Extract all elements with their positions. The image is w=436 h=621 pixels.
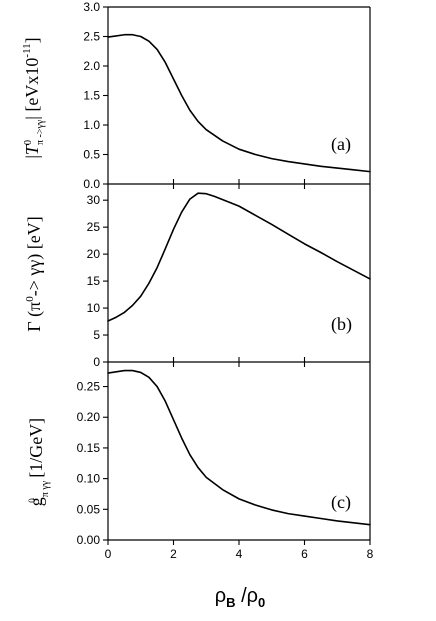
y-tick-label-b-2: 10 bbox=[87, 301, 101, 315]
y-tick-label-a-2: 1.0 bbox=[83, 118, 100, 132]
y-title-a-superscript: 0 bbox=[23, 140, 34, 145]
y-title-c-symbol: g bbox=[26, 497, 46, 506]
x-title-slash: / bbox=[236, 585, 248, 607]
x-tick-label-2: 4 bbox=[236, 547, 243, 561]
y-tick-label-b-5: 25 bbox=[87, 220, 101, 234]
x-tick-label-3: 6 bbox=[301, 547, 308, 561]
y-title-b-superscript: 0 bbox=[24, 296, 36, 302]
y-tick-label-a-3: 1.5 bbox=[83, 89, 100, 103]
y-title-c-superscript: 0 bbox=[27, 498, 37, 503]
x-title-sub1: B bbox=[226, 595, 235, 610]
y-tick-label-c-5: 0.25 bbox=[77, 380, 101, 394]
y-axis-title-b: Γ (π0-> γγ) [eV] bbox=[24, 216, 45, 332]
x-title-rho2: ρ bbox=[247, 585, 258, 607]
x-axis-title: ρB /ρ0 bbox=[215, 585, 266, 610]
x-tick-label-1: 2 bbox=[170, 547, 177, 561]
panel-a: 0.0 0.5 1.0 1.5 2.0 2.5 3.0 (a) bbox=[83, 0, 371, 191]
y-title-a-open-bar: | bbox=[22, 155, 42, 159]
y-title-a-subscript: π ->γγ bbox=[35, 119, 46, 145]
y-tick-label-c-3: 0.15 bbox=[77, 441, 101, 455]
y-title-a-close-bar: | bbox=[22, 116, 42, 120]
y-tick-label-a-1: 0.5 bbox=[83, 148, 100, 162]
y-tick-label-a-6: 3.0 bbox=[83, 0, 100, 14]
y-tick-label-b-4: 20 bbox=[87, 247, 101, 261]
y-axis-title-a: |T0π ->γγ| [eVx10-11] bbox=[21, 37, 46, 158]
y-tick-label-b-6: 30 bbox=[87, 193, 101, 207]
y-tick-label-b-0: 0 bbox=[93, 355, 100, 369]
y-tick-label-b-3: 15 bbox=[87, 274, 101, 288]
x-tick-label-4: 8 bbox=[367, 547, 374, 561]
y-title-b-suffix: -> γγ) [eV] bbox=[24, 216, 45, 296]
series-line-c bbox=[107, 369, 371, 526]
y-title-a-symbol: T bbox=[22, 143, 42, 155]
panel-b: 0 5 10 15 20 25 30 (b) bbox=[87, 184, 371, 369]
y-title-b-prefix: Γ (π bbox=[24, 302, 45, 332]
y-title-c-subscript: π γγ bbox=[40, 480, 51, 497]
panel-c: 0.00 0.05 0.10 0.15 0.20 0.25 0 2 4 6 8 (c) bbox=[77, 362, 374, 561]
panel-label-b: (b) bbox=[331, 314, 352, 335]
y-axis-title-c: gπ γγ0 [1/GeV] bbox=[26, 418, 51, 506]
x-title-rho1: ρ bbox=[215, 585, 226, 607]
y-tick-label-c-4: 0.20 bbox=[77, 410, 101, 424]
y-tick-label-a-0: 0.0 bbox=[83, 177, 100, 191]
y-title-a-unit-close: ] bbox=[22, 37, 42, 43]
panel-label-c: (c) bbox=[331, 492, 351, 513]
y-tick-label-c-1: 0.05 bbox=[77, 502, 101, 516]
y-tick-label-a-4: 2.0 bbox=[83, 59, 100, 73]
y-title-a-unit-open: [eVx10 bbox=[22, 58, 42, 116]
panel-label-a: (a) bbox=[331, 134, 351, 155]
y-tick-label-c-2: 0.10 bbox=[77, 472, 101, 486]
x-tick-label-0: 0 bbox=[105, 547, 112, 561]
y-title-c-unit: [1/GeV] bbox=[26, 418, 46, 482]
x-title-sub2: 0 bbox=[258, 595, 265, 610]
y-tick-label-b-1: 5 bbox=[93, 328, 100, 342]
y-tick-label-c-0: 0.00 bbox=[77, 533, 101, 547]
y-tick-label-a-5: 2.5 bbox=[83, 30, 100, 44]
y-title-a-unit-exponent: -11 bbox=[21, 43, 33, 57]
series-line-a bbox=[107, 33, 371, 173]
series-line-b bbox=[107, 192, 371, 322]
